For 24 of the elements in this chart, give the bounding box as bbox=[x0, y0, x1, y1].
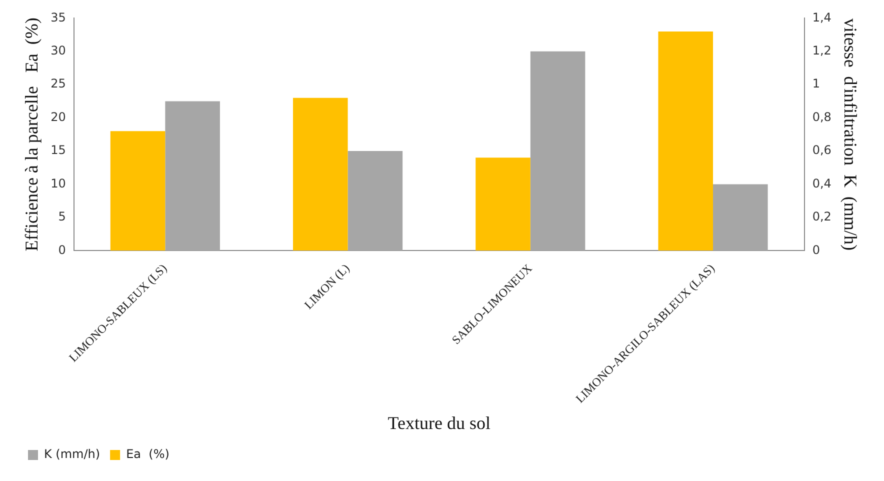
bar bbox=[530, 51, 586, 251]
y2-tick-label: 0,8 bbox=[812, 110, 832, 124]
legend-label: Ea (%) bbox=[126, 447, 170, 462]
bar bbox=[713, 184, 768, 251]
y-tick-label: 30 bbox=[50, 44, 66, 58]
y2-axis-title: vitesse d'infiltration K (mm/h) bbox=[840, 18, 860, 251]
y-tick-label: 35 bbox=[50, 10, 66, 24]
y2-tick-label: 0,6 bbox=[812, 143, 832, 158]
legend-label: K (mm/h) bbox=[44, 447, 100, 462]
bar bbox=[658, 31, 714, 251]
y2-tick-label: 1,4 bbox=[812, 10, 832, 24]
x-axis-title: Texture du sol bbox=[388, 412, 490, 433]
y-tick-label: 20 bbox=[50, 110, 66, 124]
y2-tick-label: 1 bbox=[812, 76, 820, 91]
y-axis-title: Efficience à la parcelle Ea (%) bbox=[22, 18, 42, 252]
y-tick-label: 10 bbox=[50, 176, 66, 190]
y-tick-label: 25 bbox=[50, 76, 66, 91]
y2-tick-label: 1,2 bbox=[812, 44, 832, 58]
y-tick-label: 15 bbox=[50, 143, 66, 158]
y2-tick-label: 0 bbox=[812, 242, 820, 257]
y2-tick-label: 0,2 bbox=[812, 210, 832, 224]
y-tick-label: 0 bbox=[58, 242, 66, 257]
y-tick-label: 5 bbox=[58, 210, 66, 224]
y2-tick-label: 0,4 bbox=[812, 176, 832, 190]
